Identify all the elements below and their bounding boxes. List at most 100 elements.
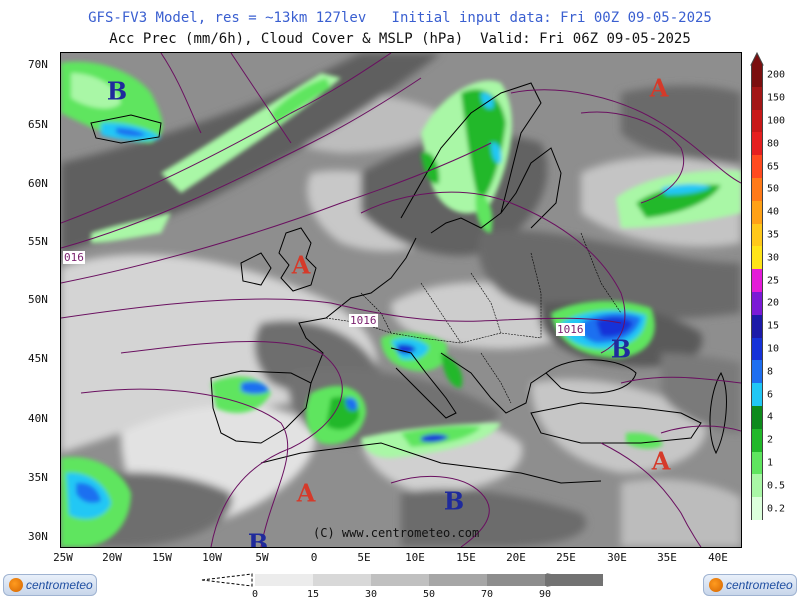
cloud-legend-swatch (255, 574, 313, 586)
cloud-legend-swatch (429, 574, 487, 586)
isobar-label: 1016 (349, 314, 378, 327)
legend-swatch (751, 337, 763, 361)
pressure-center-low: B (610, 334, 632, 364)
cloud-legend-swatch (545, 574, 603, 586)
pressure-center-high: A (296, 478, 316, 508)
legend-swatch (751, 223, 763, 247)
lat-label: 60N (28, 177, 48, 190)
map-graphics (61, 53, 741, 547)
legend-swatch (751, 200, 763, 224)
pressure-center-high: A (291, 250, 311, 280)
lat-label: 30N (28, 530, 48, 543)
cloud-legend-label: 30 (364, 589, 378, 600)
cloud-legend-label: 50 (422, 589, 436, 600)
legend-label: 4 (767, 411, 774, 423)
legend-swatch (751, 109, 763, 133)
cloud-legend-swatch (487, 574, 545, 586)
cloud-legend-label: 0 (251, 589, 259, 600)
legend-swatch (751, 292, 763, 315)
legend-swatch (751, 64, 763, 87)
cloud-legend-swatch (313, 574, 371, 586)
country-borders (325, 232, 622, 404)
globe-icon (9, 578, 23, 592)
legend-label: 150 (767, 92, 786, 104)
cloud-legend-label: 90 (538, 589, 552, 600)
legend-swatch (751, 428, 763, 452)
centrometeo-logo-right[interactable]: centrometeo (703, 574, 797, 596)
chart-title: GFS-FV3 Model, res = ~13km 127lev Initia… (88, 10, 712, 26)
legend-swatch (751, 383, 763, 406)
legend-label: 1 (767, 457, 774, 469)
cloud-legend-label: 15 (306, 589, 320, 600)
coastlines (90, 82, 727, 484)
legend-label: 0.2 (767, 503, 786, 515)
lon-label: 40E (708, 551, 728, 564)
lon-label: 30E (607, 551, 627, 564)
legend-label: 40 (767, 206, 780, 218)
lon-label: 35E (657, 551, 677, 564)
legend-label: 0.5 (767, 480, 786, 492)
lat-label: 55N (28, 235, 48, 248)
lon-label: 10E (405, 551, 425, 564)
legend-swatch (751, 314, 763, 338)
lon-label: 15W (152, 551, 172, 564)
precipitation-legend: 200 150 100 80 65 50 40 35 30 25 20 15 10 8 6 4 2 1 0.5 0.2 (745, 52, 800, 534)
globe-icon (709, 578, 723, 592)
lon-label: 20W (102, 551, 122, 564)
lon-label: 5E (357, 551, 371, 564)
chart-subtitle: Acc Prec (mm/6h), Cloud Cover & MSLP (hP… (109, 31, 691, 47)
lon-label: 20E (506, 551, 526, 564)
lat-label: 65N (28, 118, 48, 131)
legend-swatch (751, 86, 763, 110)
precipitation-field (61, 61, 741, 547)
isobar-label: 016 (63, 251, 85, 264)
legend-label: 100 (767, 115, 786, 127)
legend-label: 35 (767, 229, 780, 241)
lat-label: 50N (28, 293, 48, 306)
legend-label: 2 (767, 434, 774, 446)
lon-label: 10W (202, 551, 222, 564)
legend-label: 200 (767, 69, 786, 81)
legend-label: 65 (767, 161, 780, 173)
pressure-center-high: A (651, 446, 671, 476)
isobar-label: 1016 (556, 323, 585, 336)
legend-label: 20 (767, 297, 780, 309)
legend-label: 6 (767, 389, 774, 401)
pressure-center-low: B (443, 486, 465, 516)
legend-label: 8 (767, 366, 774, 378)
centrometeo-logo-left[interactable]: centrometeo (3, 574, 97, 596)
cloud-legend-arrow-left (201, 573, 253, 587)
lat-label: 40N (28, 412, 48, 425)
pressure-center-low: B (247, 528, 269, 548)
lon-label: 25W (53, 551, 73, 564)
copyright-credit: (C) www.centrometeo.com (313, 526, 480, 540)
legend-swatch (751, 246, 763, 270)
lon-label: 0 (310, 551, 318, 564)
legend-swatch (751, 474, 763, 498)
legend-swatch (751, 269, 763, 292)
lon-label: 5W (255, 551, 269, 564)
legend-swatch (751, 497, 763, 520)
legend-swatch (751, 178, 763, 201)
lat-label: 35N (28, 471, 48, 484)
lat-label: 70N (28, 58, 48, 71)
legend-swatch (751, 360, 763, 384)
legend-swatch (751, 155, 763, 178)
lat-label: 45N (28, 352, 48, 365)
legend-swatch (751, 132, 763, 156)
cloud-legend-label: 70 (480, 589, 494, 600)
lon-label: 25E (556, 551, 576, 564)
legend-label: 25 (767, 275, 780, 287)
cloud-legend-swatch (371, 574, 429, 586)
weather-map: 016 1016 1016 B A A B A A B B (60, 52, 742, 548)
cloud-cover-legend: 0 15 30 50 70 90 (200, 568, 610, 600)
legend-label: 15 (767, 320, 780, 332)
legend-swatch (751, 406, 763, 429)
pressure-center-high: A (649, 73, 669, 103)
isobars (61, 53, 741, 547)
legend-swatch (751, 451, 763, 475)
legend-label: 50 (767, 183, 780, 195)
legend-label: 30 (767, 252, 780, 264)
pressure-center-low: B (106, 76, 128, 106)
lon-label: 15E (456, 551, 476, 564)
